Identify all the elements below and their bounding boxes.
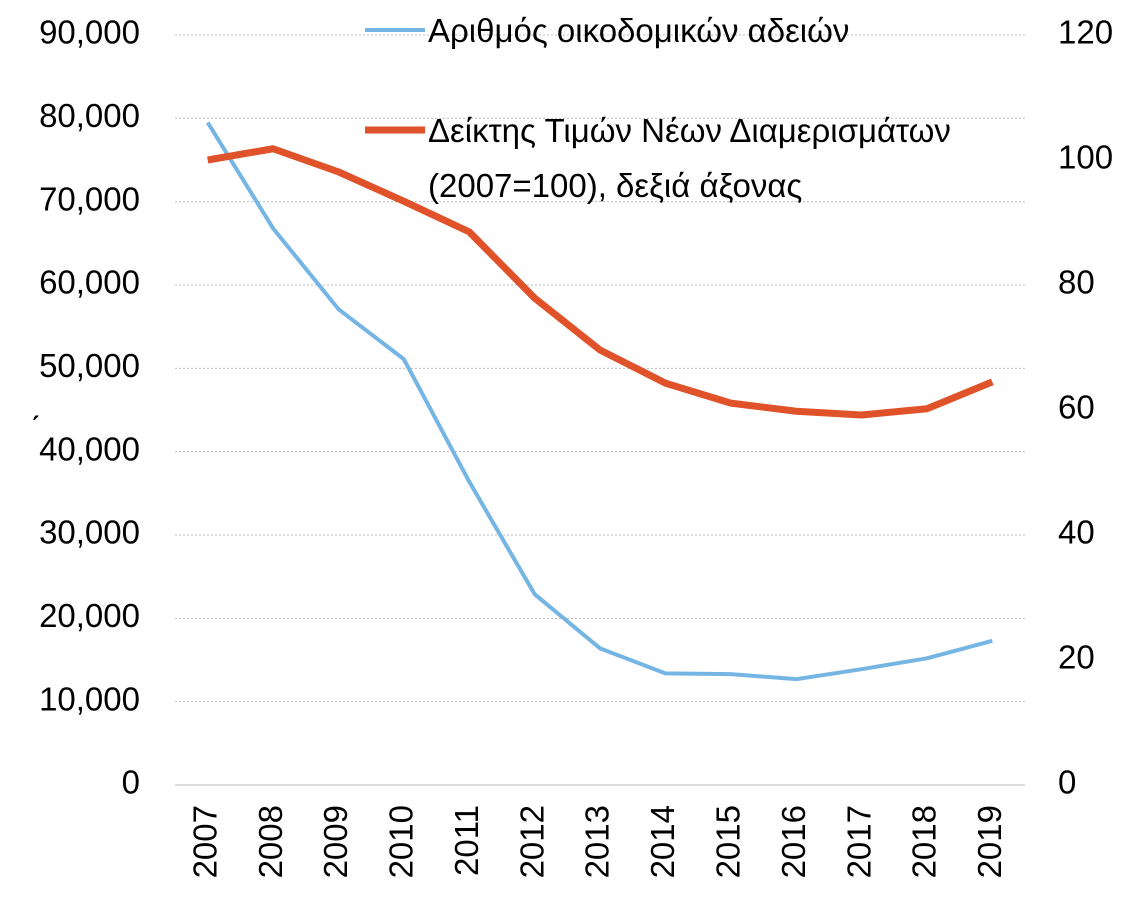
x-tick-label: 2013 — [579, 805, 616, 878]
x-tick-label: 2011 — [448, 805, 485, 876]
annotation: ˏ — [30, 384, 41, 421]
series-line — [205, 121, 993, 682]
x-tick-label: 2017 — [840, 805, 877, 878]
y-tick-label: 50,000 — [39, 347, 140, 384]
x-tick-label: 2008 — [252, 805, 289, 878]
y-tick-label: 90,000 — [39, 14, 140, 51]
y-tick-label: 70,000 — [39, 180, 140, 217]
y-tick-label: 10,000 — [39, 680, 140, 717]
y-tick-label: 20,000 — [39, 597, 140, 634]
x-tick-label: 2007 — [186, 805, 223, 878]
x-tick-label: 2019 — [971, 805, 1008, 878]
x-tick-label: 2009 — [317, 805, 354, 878]
x-tick-label: 2016 — [775, 805, 812, 878]
series-line — [207, 145, 994, 419]
x-tick-label: 2015 — [709, 805, 746, 878]
y2-tick-label: 100 — [1058, 139, 1113, 176]
legend-label: Αριθμός οικοδομικών αδειών — [428, 12, 850, 49]
x-tick-label: 2010 — [383, 805, 420, 878]
y-tick-label: 0 — [122, 764, 140, 801]
y2-tick-label: 60 — [1058, 389, 1095, 426]
x-tick-label: 2018 — [906, 805, 943, 878]
y2-tick-label: 20 — [1058, 639, 1095, 676]
x-tick-label: 2014 — [644, 805, 681, 878]
legend-label: Δείκτης Τιμών Νέων Διαμερισμάτων (2007=1… — [428, 112, 951, 204]
y-tick-label: 40,000 — [39, 430, 140, 467]
y2-tick-label: 120 — [1058, 14, 1113, 51]
x-tick-label: 2012 — [513, 805, 550, 878]
y2-tick-label: 0 — [1058, 764, 1076, 801]
y2-tick-label: 80 — [1058, 264, 1095, 301]
y-tick-label: 60,000 — [39, 264, 140, 301]
y2-tick-label: 40 — [1058, 514, 1095, 551]
y-tick-label: 30,000 — [39, 514, 140, 551]
y-tick-label: 80,000 — [39, 97, 140, 134]
